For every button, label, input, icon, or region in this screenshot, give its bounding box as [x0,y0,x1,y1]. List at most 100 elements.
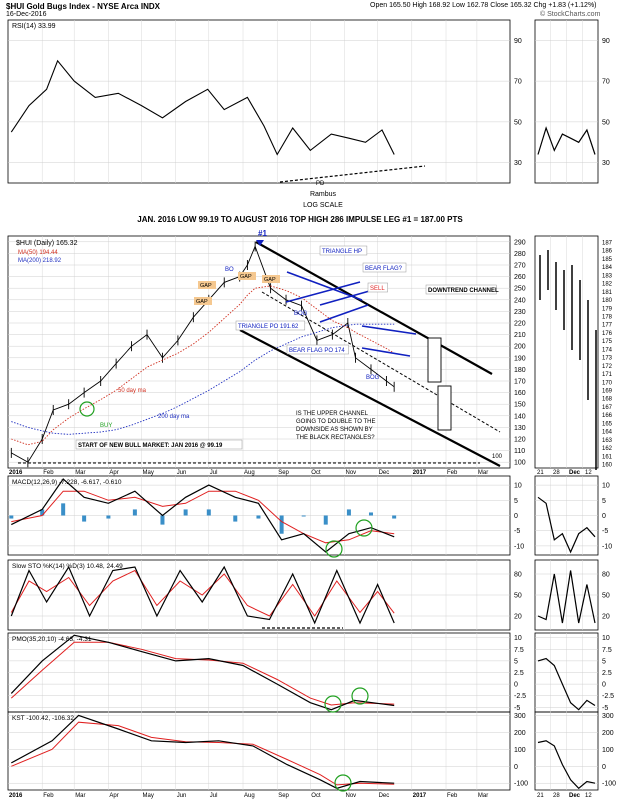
bottom-x-tick: May [142,793,153,799]
flag-bottom [319,304,369,323]
weekly-y-tick-label: 5 [602,498,606,505]
annot-triangle-po: TRIANGLE PO 191.62 [238,324,299,330]
weekly-y-tick-label: 0 [602,764,606,771]
weekly-price-tick: 186 [602,249,613,255]
weekly-y-tick-label: 10 [602,635,610,642]
rsi-line [10,59,395,156]
weekly-price-tick: 180 [602,298,613,304]
projection-rect-2 [437,385,452,431]
annot-downtrend-channel: DOWNTREND CHANNEL [428,288,499,294]
weekly-y-tick-label: -100 [602,781,616,788]
bottom-x-tick: Aug [244,793,255,799]
y-tick-label: 260 [514,274,526,281]
weekly-price-tick: 175 [602,339,613,345]
y-tick-label: 5 [514,498,518,505]
price-x-tick: Feb [43,470,54,476]
y-tick-label: 300 [514,713,526,720]
annot-gap-1: GAP [240,274,252,280]
weekly-y-tick-label: -10 [602,543,612,550]
y-tick-label: 70 [514,79,522,86]
gap-box-1 [238,272,256,280]
bottom-x-tick: Mar [478,793,488,799]
weekly-price-x-tick: 28 [553,470,560,476]
weekly-price-tick: 181 [602,290,613,296]
weekly-price-x-tick: 21 [537,470,544,476]
weekly-price-tick: 187 [602,241,613,247]
y-tick-label: 0 [514,764,518,771]
y-tick-label: 250 [514,286,526,293]
annot-triangle-hp-box [319,245,368,256]
macd-circle-2 [355,519,373,537]
weekly-y-tick-label: 5 [602,658,606,665]
channel-upper [255,241,493,375]
y-tick-label: -5 [514,705,520,712]
weekly-macd-line [537,496,596,554]
annot-question-2: GOING TO DOUBLE TO THE [296,419,375,425]
price-line [11,245,395,463]
weekly-y-tick-label: 0 [602,682,606,689]
kst-circle [334,774,352,792]
macd-hist-bar [279,515,284,534]
price-x-tick: Jul [210,470,218,476]
bottom-x-tick: 2016 [9,793,23,799]
header-date: 16-Dec-2016 [6,11,47,18]
macd-hist-bar [256,515,261,519]
price-label: $HUI (Daily) 165.32 [16,240,78,247]
annot-gap-0: GAP [200,283,212,289]
macd-hist-bar [392,515,397,519]
annot-gap-3: GAP [264,277,276,283]
y-tick-label: 150 [514,402,526,409]
y-tick-label: 240 [514,297,526,304]
gap-box-3 [262,275,280,283]
annot-bear-flag-box [362,262,407,273]
weekly-y-tick-label: 50 [602,119,610,126]
weekly-price-tick: 170 [602,380,613,386]
y-tick-label: 190 [514,355,526,362]
y-tick-label: 100 [514,747,526,754]
y-tick-label: 50 [514,593,522,600]
bottom-x-tick: Oct [311,793,321,799]
y-tick-label: 210 [514,332,526,339]
price-x-tick: 2017 [413,470,427,476]
weekly-price-tick: 174 [602,347,613,353]
price-x-tick: Dec [379,470,390,476]
annot-downtrend-channel-box [425,284,497,295]
y-tick-label: 2.5 [514,670,524,677]
pmo-circle-2 [351,687,369,705]
annot-buy: BUY [100,423,112,429]
weekly-y-tick-label: -2.5 [602,693,614,700]
y-tick-label: -2.5 [514,693,526,700]
y-tick-label: 120 [514,437,526,444]
weekly-y-tick-label: 100 [602,747,614,754]
y-tick-label: 230 [514,309,526,316]
weekly-y-tick-label: 300 [602,713,614,720]
y-tick-label: -5 [514,528,520,535]
macd-hist-bar [323,515,328,525]
panel-frame-kst [7,711,511,791]
bottom-x-tick: Feb [43,793,54,799]
weekly-price-tick: 166 [602,413,613,419]
weekly-y-tick-label: 30 [602,160,610,167]
macd-line [11,478,395,553]
weekly-price-tick: 173 [602,356,613,362]
macd-hist-bar [132,509,137,516]
y-tick-label: 270 [514,263,526,270]
macd-hist-bar [346,509,351,516]
sto-d-line [10,569,395,617]
bottom-x-tick: 2017 [413,793,427,799]
weekly-price-x-tick: 12 [585,470,592,476]
rsi-annot-logscale: LOG SCALE [303,202,343,209]
sto-k-line [10,565,395,625]
price-legend-ma200: MA(200) 218.92 [18,258,62,264]
y-tick-label: 220 [514,321,526,328]
y-tick-label: 80 [514,572,522,579]
gap-box-0 [198,281,216,289]
weekly-price-tick: 172 [602,364,613,370]
annot-bog-2: BOG [366,375,380,381]
weekly-y-tick-label: 0 [602,513,606,520]
y-tick-label: 20 [514,614,522,621]
weekly-pmo-line [537,657,596,711]
macd-hist-bar [368,512,373,516]
triangle-bottom [285,281,361,303]
y-tick-label: 0 [514,513,518,520]
